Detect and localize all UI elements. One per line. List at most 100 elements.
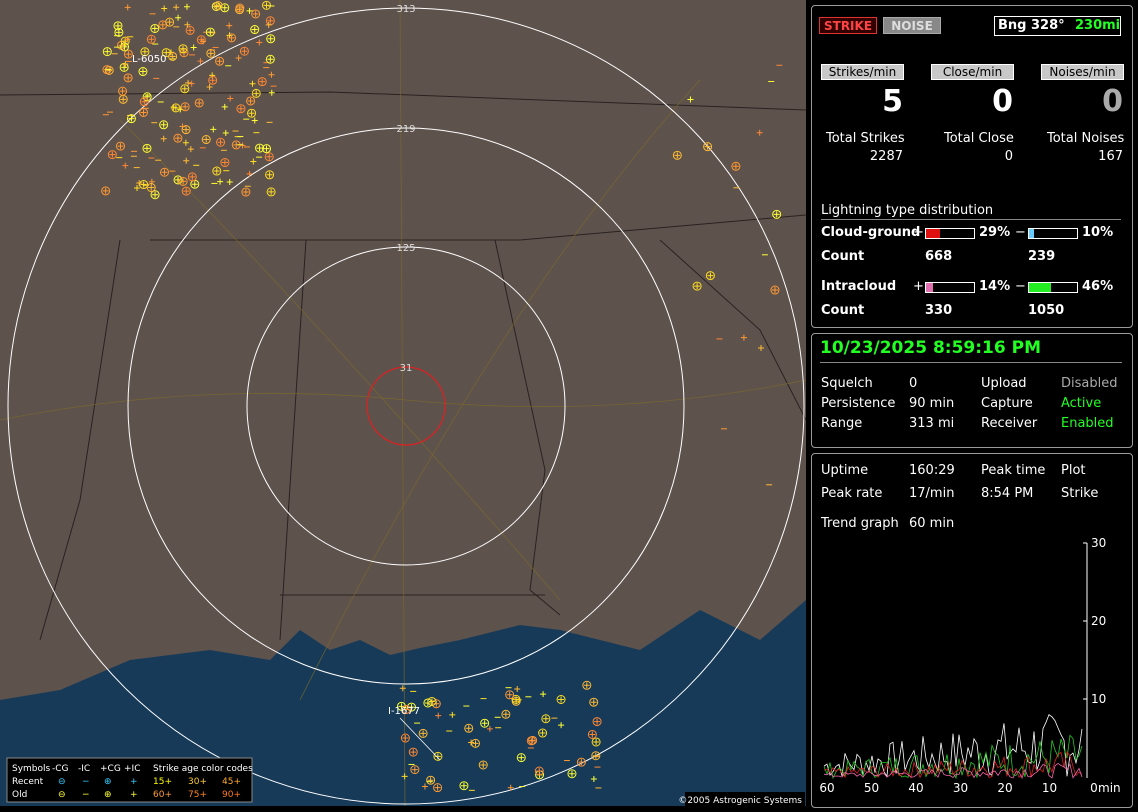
bar-track [925,282,975,293]
strike-symbol [592,717,602,727]
type-name: Intracloud [821,279,897,294]
strike-symbol [266,171,273,178]
strike-symbol [578,759,585,766]
strike-symbol [590,776,597,783]
strike-symbol [140,47,150,57]
noise-indicator[interactable]: NOISE [883,17,941,34]
legend-symbol: − [82,777,90,787]
strike-symbol [396,701,406,711]
strike-symbol [740,334,747,341]
strike-symbol [267,56,274,63]
strike-symbol [207,29,214,36]
strike-symbol [226,22,233,29]
strike-indicator[interactable]: STRIKE [819,17,877,34]
strike-symbol [251,26,258,33]
strike-symbol [408,747,418,757]
strike-symbol [707,272,714,279]
strike-symbol [206,48,216,58]
strike-symbol [142,143,152,153]
strike-symbol [248,110,255,117]
strike-symbol [183,3,190,10]
strike-symbol [268,188,275,195]
legend: Symbols -CG -IC +CG +IC Strike age color… [6,757,253,803]
strike-symbol [124,36,131,43]
strike-symbol [227,95,234,102]
legend-text: -IC [78,764,90,774]
strike-symbol [433,783,443,793]
distribution-title: Lightning type distribution [821,203,1121,220]
strike-symbol [511,694,521,704]
legend-symbol: ⊖ [58,790,66,800]
strike-symbol [136,180,143,187]
strike-symbol [227,33,237,43]
strike-symbol [175,176,182,183]
strike-symbol [464,723,474,733]
strike-symbol [400,733,410,743]
strike-symbol [102,187,109,194]
strike-symbol [107,150,117,160]
count-label: Count [821,303,865,318]
y-tick-label: 10 [1091,692,1106,706]
strike-symbol [528,737,535,744]
strike-symbol [182,103,189,110]
strike-symbol [148,184,155,191]
strike-symbol [221,159,228,166]
strike-symbol [541,714,551,724]
legend-text: -CG [52,764,69,774]
rate-value: 5 [882,84,903,119]
stat: Peak time [981,463,1046,478]
setting: 313 mi [909,416,955,431]
x-unit: min [1098,781,1121,795]
strike-symbol [180,178,187,185]
strike-symbol [120,36,130,46]
strike-symbol [576,757,586,767]
strike-symbol [263,145,270,152]
strike-symbol [182,139,189,146]
strike-symbol [539,730,546,737]
stat: Peak rate [821,486,883,501]
bar-track [1028,282,1078,293]
legend-symbol: + [130,777,138,787]
strike-symbol [235,55,242,62]
strike-symbol [140,109,147,116]
legend-symbol: ⊕ [104,777,112,787]
strike-symbol [181,186,191,196]
strike-symbol [265,21,272,28]
strike-symbol [732,163,739,170]
strike-symbol [160,135,167,142]
strike-symbol [159,120,169,130]
setting: Range [821,416,863,431]
strike-symbol [236,104,246,114]
strike-symbol [516,753,526,763]
strike-symbol [120,42,130,52]
strike-symbol [434,784,441,791]
strike-symbol [122,162,129,169]
strike-symbol [187,27,194,34]
strike-symbol [121,43,128,50]
strike-symbol [118,86,128,96]
strike-symbol [166,19,173,26]
strike-symbol [568,770,575,777]
strike-symbol [256,145,263,152]
setting: Squelch [821,376,873,391]
percent: 46% [1082,279,1114,294]
strike-symbol [558,696,565,703]
marker-label: I-1677 [388,706,420,717]
legend-text: +IC [124,764,140,774]
sign: + [913,279,924,294]
strike-symbol [262,144,272,154]
strike-symbol [420,730,427,737]
strike-symbol [266,153,273,160]
type-name: Cloud-ground [821,225,921,240]
strike-symbol [247,97,254,104]
strike-symbol [433,751,443,761]
map: 313 219 125 31 L-6050 I-1677 Symbols -CG… [0,0,806,806]
strike-symbol [187,172,197,182]
strike-symbol [593,738,600,745]
setting: 0 [909,376,918,391]
legend-symbol: ⊖ [58,777,66,787]
strike-symbol [264,152,274,162]
strike-symbol [594,718,601,725]
sign: − [1015,279,1026,294]
